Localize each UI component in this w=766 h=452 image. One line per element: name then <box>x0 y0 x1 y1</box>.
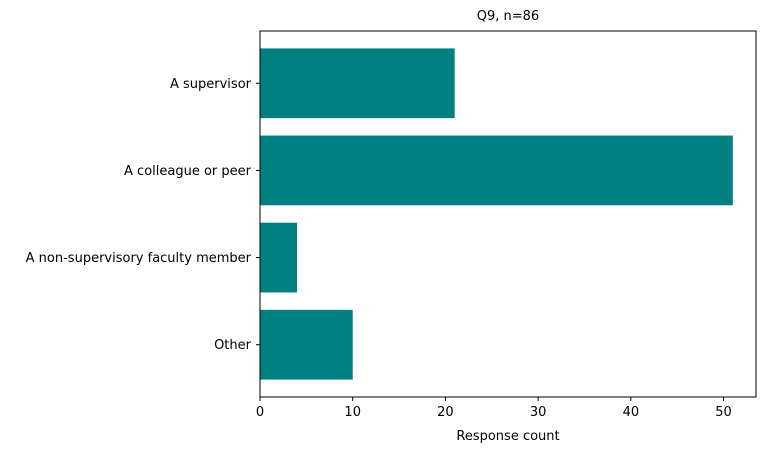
y-tick-label: A non-supervisory faculty member <box>26 251 252 266</box>
y-tick-label: Other <box>214 338 252 353</box>
bar <box>260 48 455 119</box>
y-tick-label: A colleague or peer <box>124 164 252 179</box>
y-tick-label: A supervisor <box>170 77 252 92</box>
bar <box>260 135 733 206</box>
x-tick-label: 40 <box>623 405 640 420</box>
plot-frame <box>259 30 757 398</box>
chart-title: Q9, n=86 <box>477 9 539 24</box>
x-axis-label: Response count <box>456 429 559 444</box>
x-tick-label: 50 <box>715 405 732 420</box>
y-axis-ticks: A supervisor A colleague or peer A non-sup… <box>26 77 260 353</box>
x-axis-ticks: 0 10 20 30 40 50 <box>256 397 732 420</box>
x-tick-label: 10 <box>344 405 361 420</box>
bar <box>260 309 353 380</box>
x-tick-label: 0 <box>256 405 264 420</box>
x-tick-label: 30 <box>530 405 547 420</box>
bar <box>260 222 298 293</box>
x-tick-label: 20 <box>437 405 454 420</box>
bars-group <box>260 48 733 380</box>
